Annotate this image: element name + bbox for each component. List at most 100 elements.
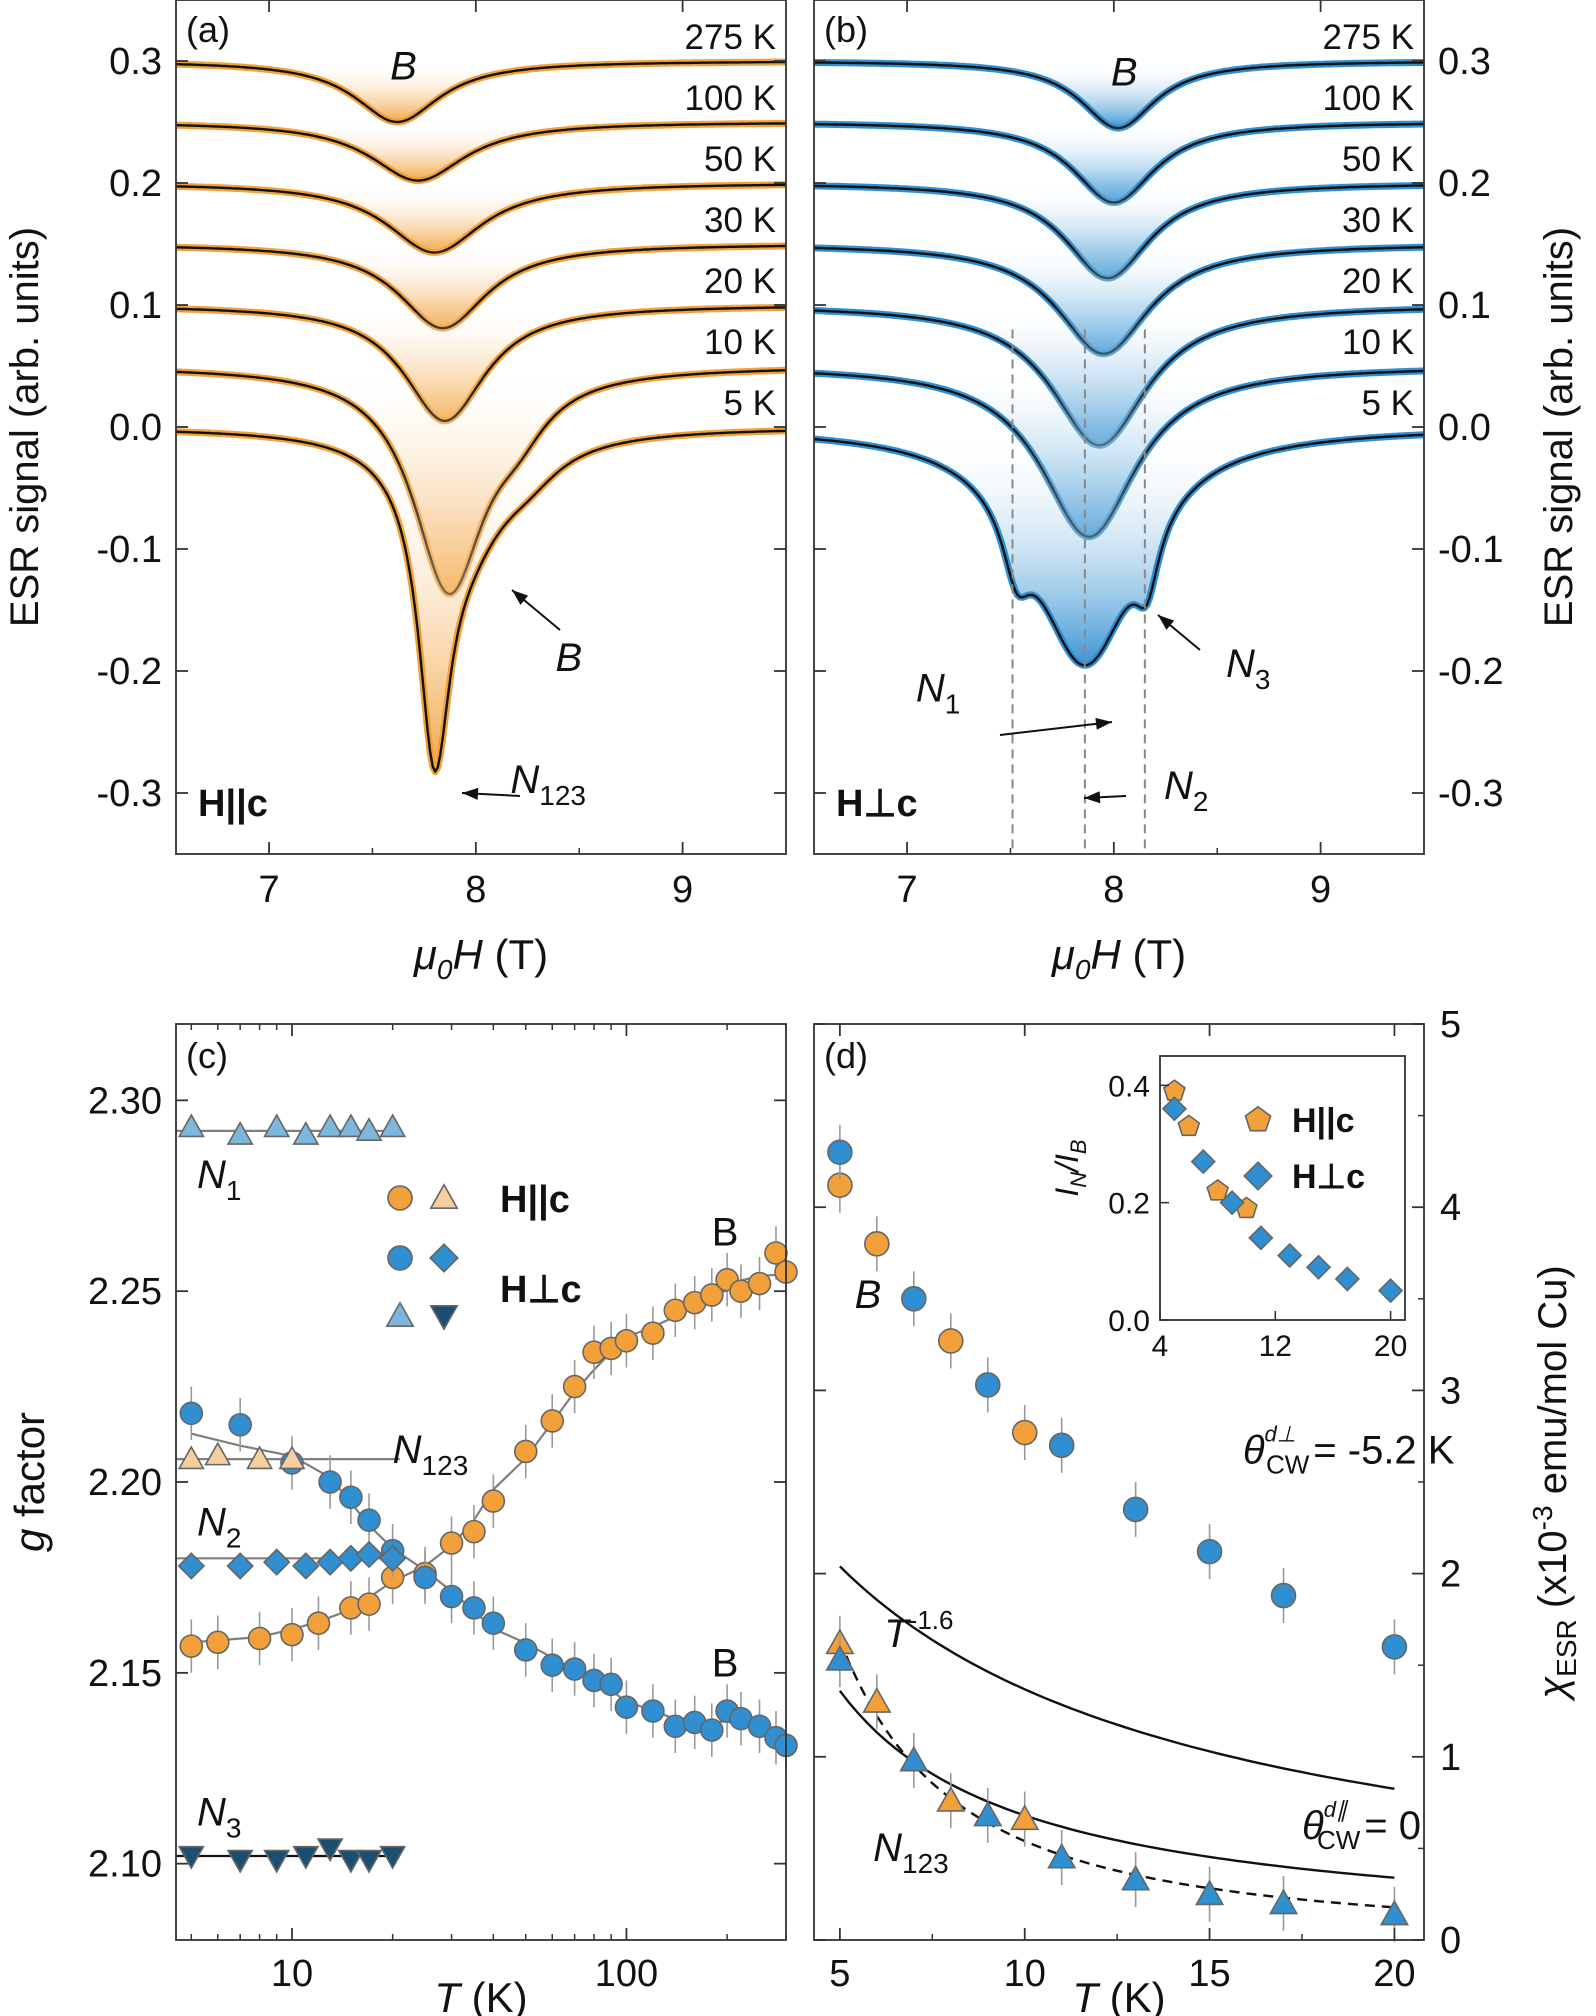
annotation-sup: -1.6 (909, 1605, 954, 1635)
data-point (179, 1634, 204, 1658)
spectrum-fill-50K (814, 183, 1424, 279)
inset-data-point (1219, 1190, 1245, 1216)
inset-data-point (1248, 1225, 1274, 1251)
data-point (280, 1622, 304, 1647)
temperature-label: 30 K (704, 201, 776, 240)
temperature-label: 10 K (1342, 323, 1414, 362)
x-label-unit: (T) (1121, 931, 1186, 978)
legend-label: H||c (500, 1179, 570, 1221)
y-axis-label: g factor (6, 1412, 53, 1552)
annotation-text: θ (1302, 1804, 1324, 1848)
spectrum-fit-30K (176, 244, 786, 330)
data-point (263, 1113, 291, 1138)
data-point (1268, 1888, 1299, 1915)
annotation-text: T (884, 1612, 911, 1656)
spectrum-fill-275K (176, 61, 786, 122)
data-point (901, 1286, 927, 1312)
temperature-label: 100 K (1323, 79, 1414, 118)
orientation-label: H||c (198, 783, 268, 825)
spectrum-fill-5K (814, 427, 1424, 666)
data-point (540, 1653, 565, 1677)
data-point (540, 1409, 565, 1433)
x-label-unit: (T) (483, 931, 548, 978)
y-tick-label: 2.10 (88, 1844, 162, 1886)
inset-data-point (1161, 1096, 1188, 1122)
legend-marker (429, 1243, 459, 1273)
x-tick-label: 10 (1004, 1953, 1046, 1995)
annotation: N123 (393, 1428, 469, 1481)
inset-legend-marker (1243, 1161, 1273, 1191)
data-point (747, 1271, 772, 1296)
inset-data-point (1190, 1148, 1216, 1175)
annotation: B (855, 1273, 882, 1317)
inset-legend-label: H⊥c (1292, 1158, 1365, 1196)
y-tick-label: 0.3 (109, 41, 162, 83)
annotation-sub: CW (1317, 1825, 1361, 1855)
arrow-b-shoulder-head (512, 590, 529, 605)
orientation-label: H⊥c (836, 783, 918, 825)
y-label-rest: emu/mol Cu) (1531, 1265, 1575, 1505)
data-point (204, 1441, 232, 1466)
y-tick-label: 0.0 (109, 407, 162, 449)
data-point (764, 1241, 788, 1265)
y-tick-label: 2.20 (88, 1462, 162, 1504)
data-point (355, 1849, 383, 1874)
y-tick-label: 0.1 (1438, 285, 1491, 327)
spectrum-fit-5K (176, 429, 786, 773)
spectrum-fit-50K (176, 183, 786, 254)
annotation: B (712, 1210, 739, 1254)
spectrum-fit-275K (176, 60, 786, 124)
y-tick-label: -0.1 (97, 529, 162, 571)
data-point (263, 1849, 291, 1874)
panel-label: (d) (824, 1035, 868, 1076)
annotation: N2 (197, 1500, 241, 1553)
annotation-text: B (556, 636, 583, 680)
inset-y-tick-label: 0.0 (1108, 1305, 1150, 1338)
trend-line-b-perp (191, 1432, 787, 1738)
data-point (700, 1718, 724, 1742)
data-point (1047, 1842, 1077, 1869)
temperature-label: 275 K (685, 18, 776, 57)
data-point (262, 1548, 291, 1576)
x-tick-label: 5 (829, 1953, 850, 1995)
annotation-rest: = -5.2 K (1313, 1429, 1455, 1473)
inset-y-axis-label: IN/IB (1049, 1139, 1091, 1196)
temperature-label: 50 K (704, 140, 776, 179)
annotation-text: B (390, 44, 417, 88)
data-point (306, 1611, 331, 1636)
data-point (228, 1412, 252, 1437)
annotation: N3 (197, 1791, 241, 1844)
annotation-text: B (712, 1642, 739, 1686)
data-point (316, 1548, 344, 1576)
data-point (439, 1531, 464, 1555)
y-tick-label: -0.3 (97, 773, 162, 815)
legend-marker (387, 1245, 413, 1271)
y-tick-label: 5 (1440, 1004, 1461, 1046)
fit-curie-weiss-n123 (838, 1690, 1395, 1879)
inset-y-label-mid: /I (1049, 1154, 1085, 1174)
temperature-label: 10 K (704, 323, 776, 362)
annotation-text: N (197, 1153, 226, 1197)
annotation-sub: CW (1266, 1450, 1310, 1480)
annotation-text: N (510, 758, 539, 802)
x-label-symbol2: H (1090, 931, 1121, 978)
legend-marker (387, 1185, 413, 1211)
legend: H||c H⊥c (385, 1179, 582, 1331)
legend-marker (385, 1301, 415, 1327)
annotation-sub: 2 (226, 1522, 242, 1553)
data-point (278, 1445, 306, 1470)
annotation-text: N (197, 1500, 226, 1544)
data-point (177, 1845, 205, 1870)
inset-y-label-sub2: B (1066, 1139, 1091, 1154)
spectrum-fit-100K (176, 122, 786, 182)
temperature-label: 5 K (1361, 384, 1414, 423)
x-label-sub: 0 (1075, 954, 1091, 985)
x-tick-label: 8 (465, 869, 486, 911)
annotation: N1 (197, 1153, 241, 1206)
y-label-unit: (x10 (1531, 1530, 1575, 1619)
y-label-text: factor (6, 1412, 53, 1529)
x-tick-label: 15 (1188, 1953, 1230, 1995)
data-point (355, 1540, 383, 1569)
inset: 4 12 20 0.4 0.2 0.0 IN/IB H||c H⊥c (1049, 1055, 1407, 1363)
inset-data-point (1206, 1178, 1230, 1201)
